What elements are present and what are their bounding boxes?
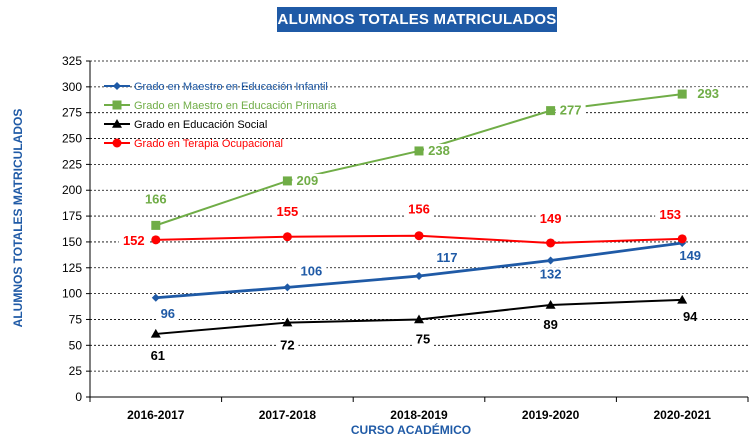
series-grado-en-educacion-social [150, 294, 688, 338]
chart-title: ALUMNOS TOTALES MATRICULADOS [277, 7, 557, 32]
data-label-grado-en-terapia-ocupacional: 153 [659, 207, 681, 222]
y-tick-label: 25 [69, 364, 83, 378]
data-label-grado-en-educacion-social: 94 [683, 309, 698, 324]
data-point-grado-en-maestro-en-educacion-primaria [414, 146, 424, 156]
data-label-bg [292, 173, 323, 189]
x-tick-label: 2019-2020 [522, 408, 580, 422]
legend-entry-grado-en-maestro-en-educacion-primaria: Grado en Maestro en Educación Primaria [104, 100, 337, 112]
x-tick-label: 2016-2017 [127, 408, 185, 422]
legend-label: Grado en Educación Social [134, 119, 267, 131]
data-point-grado-en-maestro-en-educacion-primaria [546, 106, 556, 116]
data-label-grado-en-maestro-en-educacion-primaria: 238 [428, 143, 450, 158]
data-label-grado-en-maestro-en-educacion-primaria: 277 [560, 103, 582, 118]
data-label-grado-en-terapia-ocupacional: 156 [408, 202, 430, 217]
data-label-grado-en-educacion-social: 61 [151, 348, 165, 363]
data-label-bg [535, 211, 566, 227]
legend-label: Grado en Maestro en Educación Infantil [134, 81, 328, 93]
data-point-grado-en-educacion-social [414, 314, 424, 324]
data-label-bg [693, 87, 724, 103]
data-label-grado-en-maestro-en-educacion-primaria: 209 [297, 173, 319, 188]
data-label-grado-en-maestro-en-educacion-infantil: 117 [437, 250, 458, 265]
data-point-grado-en-educacion-social [545, 299, 556, 309]
y-tick-label: 125 [62, 261, 82, 275]
data-label-bg [156, 306, 179, 322]
y-tick-label: 50 [69, 338, 83, 352]
y-tick-label: 0 [75, 390, 82, 404]
legend-entry-grado-en-educacion-social: Grado en Educación Social [104, 119, 267, 131]
series-grado-en-maestro-en-educacion-primaria [151, 89, 687, 230]
data-label-grado-en-educacion-social: 72 [280, 338, 294, 353]
data-label-bg [140, 192, 171, 208]
data-point-grado-en-maestro-en-educacion-primaria [151, 220, 161, 230]
data-label-bg [276, 338, 299, 354]
legend-marker [112, 138, 122, 148]
data-label-bg [432, 251, 462, 267]
y-tick-label: 275 [62, 106, 82, 120]
y-tick-label: 75 [69, 312, 83, 326]
data-label-bg [675, 248, 706, 264]
data-label-bg [535, 267, 566, 283]
y-tick-label: 300 [62, 80, 82, 94]
legend-label: Grado en Maestro en Educación Primaria [134, 100, 337, 112]
data-label-bg [655, 207, 686, 223]
series-grado-en-terapia-ocupacional [151, 231, 687, 248]
data-label-grado-en-maestro-en-educacion-primaria: 166 [145, 191, 167, 206]
data-point-grado-en-terapia-ocupacional [414, 231, 424, 241]
data-label-grado-en-terapia-ocupacional: 152 [123, 233, 145, 248]
legend-marker [113, 82, 121, 90]
data-point-grado-en-terapia-ocupacional [546, 238, 556, 248]
data-label-grado-en-terapia-ocupacional: 149 [540, 211, 562, 226]
x-tick-label: 2017-2018 [259, 408, 317, 422]
data-label-grado-en-educacion-social: 89 [543, 317, 557, 332]
data-label-grado-en-maestro-en-educacion-infantil: 106 [301, 263, 323, 278]
data-label-grado-en-maestro-en-educacion-infantil: 149 [679, 248, 701, 263]
y-tick-label: 200 [62, 183, 82, 197]
legend-label: Grado en Terapia Ocupacional [134, 138, 283, 150]
data-point-grado-en-terapia-ocupacional [151, 235, 161, 245]
data-label-grado-en-terapia-ocupacional: 155 [277, 204, 299, 219]
x-tick-label: 2020-2021 [654, 408, 712, 422]
y-tick-label: 325 [62, 54, 82, 68]
data-label-bg [412, 332, 434, 348]
data-point-grado-en-maestro-en-educacion-infantil [415, 272, 423, 281]
data-label-bg [296, 264, 327, 280]
data-point-grado-en-maestro-en-educacion-infantil [546, 256, 555, 265]
data-point-grado-en-maestro-en-educacion-infantil [283, 283, 292, 292]
legend-marker [112, 100, 122, 110]
data-point-grado-en-terapia-ocupacional [677, 234, 687, 244]
legend-marker [112, 119, 122, 128]
y-tick-label: 100 [62, 287, 82, 301]
data-label-bg [424, 143, 454, 159]
data-point-grado-en-terapia-ocupacional [282, 232, 292, 242]
data-label-bg [555, 103, 586, 119]
data-label-bg [272, 204, 303, 220]
y-axis-title: ALUMNOS TOTALES MATRICULADOS [11, 109, 25, 328]
data-label-bg [118, 233, 149, 249]
data-label-bg [679, 309, 702, 325]
data-point-grado-en-educacion-social [150, 328, 161, 338]
data-point-grado-en-maestro-en-educacion-infantil [151, 293, 160, 302]
data-label-grado-en-maestro-en-educacion-infantil: 96 [161, 306, 175, 321]
data-point-grado-en-maestro-en-educacion-primaria [677, 89, 687, 99]
legend-entry-grado-en-terapia-ocupacional: Grado en Terapia Ocupacional [104, 138, 283, 150]
data-point-grado-en-educacion-social [677, 294, 688, 304]
y-tick-label: 250 [62, 132, 82, 146]
series-line-grado-en-maestro-en-educacion-infantil [155, 241, 683, 300]
data-point-grado-en-maestro-en-educacion-primaria [282, 176, 292, 186]
data-label-bg [146, 348, 169, 364]
x-axis-title: CURSO ACADÉMICO [351, 422, 471, 437]
data-label-bg [539, 317, 562, 333]
data-label-bg [404, 202, 434, 218]
data-label-grado-en-maestro-en-educacion-primaria: 293 [697, 86, 719, 101]
legend-entry-grado-en-maestro-en-educacion-infantil: Grado en Maestro en Educación Infantil [104, 81, 328, 93]
data-label-grado-en-educacion-social: 75 [416, 331, 430, 346]
series-grado-en-maestro-en-educacion-infantil [151, 238, 687, 302]
y-tick-label: 175 [62, 209, 82, 223]
x-tick-label: 2018-2019 [390, 408, 448, 422]
data-point-grado-en-educacion-social [282, 317, 293, 327]
y-tick-label: 225 [62, 157, 82, 171]
y-tick-label: 150 [62, 235, 82, 249]
data-label-grado-en-maestro-en-educacion-infantil: 132 [540, 267, 562, 282]
